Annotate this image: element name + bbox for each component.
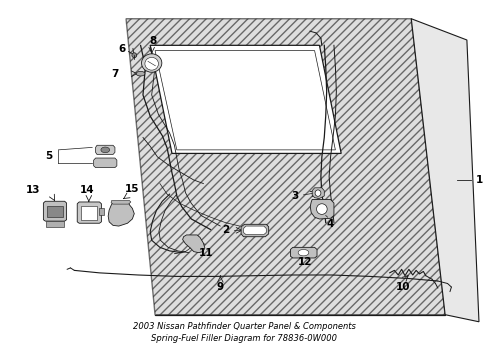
Polygon shape xyxy=(150,45,341,153)
Polygon shape xyxy=(94,158,117,168)
Polygon shape xyxy=(241,224,268,237)
Polygon shape xyxy=(155,51,335,150)
Ellipse shape xyxy=(136,71,144,76)
Polygon shape xyxy=(126,19,444,315)
Ellipse shape xyxy=(101,147,109,153)
Polygon shape xyxy=(108,202,134,226)
Polygon shape xyxy=(290,247,316,258)
Polygon shape xyxy=(243,226,265,235)
Text: 4: 4 xyxy=(326,219,334,229)
Bar xyxy=(99,208,104,215)
Text: 12: 12 xyxy=(297,257,311,267)
Text: 3: 3 xyxy=(291,190,298,201)
Polygon shape xyxy=(182,235,204,253)
Polygon shape xyxy=(410,19,478,322)
Polygon shape xyxy=(46,221,63,227)
Text: 13: 13 xyxy=(25,185,40,195)
Ellipse shape xyxy=(144,57,158,70)
Text: 10: 10 xyxy=(395,282,409,292)
Ellipse shape xyxy=(314,190,320,196)
Ellipse shape xyxy=(298,249,308,256)
Ellipse shape xyxy=(316,204,326,215)
Ellipse shape xyxy=(132,53,137,58)
Text: 6: 6 xyxy=(119,44,126,54)
Polygon shape xyxy=(311,188,324,198)
Ellipse shape xyxy=(141,54,162,72)
Text: 5: 5 xyxy=(45,151,52,161)
Bar xyxy=(47,206,62,217)
Polygon shape xyxy=(77,202,101,223)
Text: 14: 14 xyxy=(80,185,95,195)
Text: 2: 2 xyxy=(222,225,228,235)
Polygon shape xyxy=(95,145,115,154)
Text: 7: 7 xyxy=(111,69,119,79)
Polygon shape xyxy=(111,201,131,204)
Text: 9: 9 xyxy=(216,282,224,292)
Text: 11: 11 xyxy=(198,248,213,258)
Text: 1: 1 xyxy=(475,175,482,185)
Bar xyxy=(81,206,96,220)
Text: 2003 Nissan Pathfinder Quarter Panel & Components
Spring-Fuel Filler Diagram for: 2003 Nissan Pathfinder Quarter Panel & C… xyxy=(133,322,355,343)
Polygon shape xyxy=(309,199,333,219)
Text: 8: 8 xyxy=(149,36,156,46)
Text: 15: 15 xyxy=(125,184,139,194)
Polygon shape xyxy=(43,201,66,221)
